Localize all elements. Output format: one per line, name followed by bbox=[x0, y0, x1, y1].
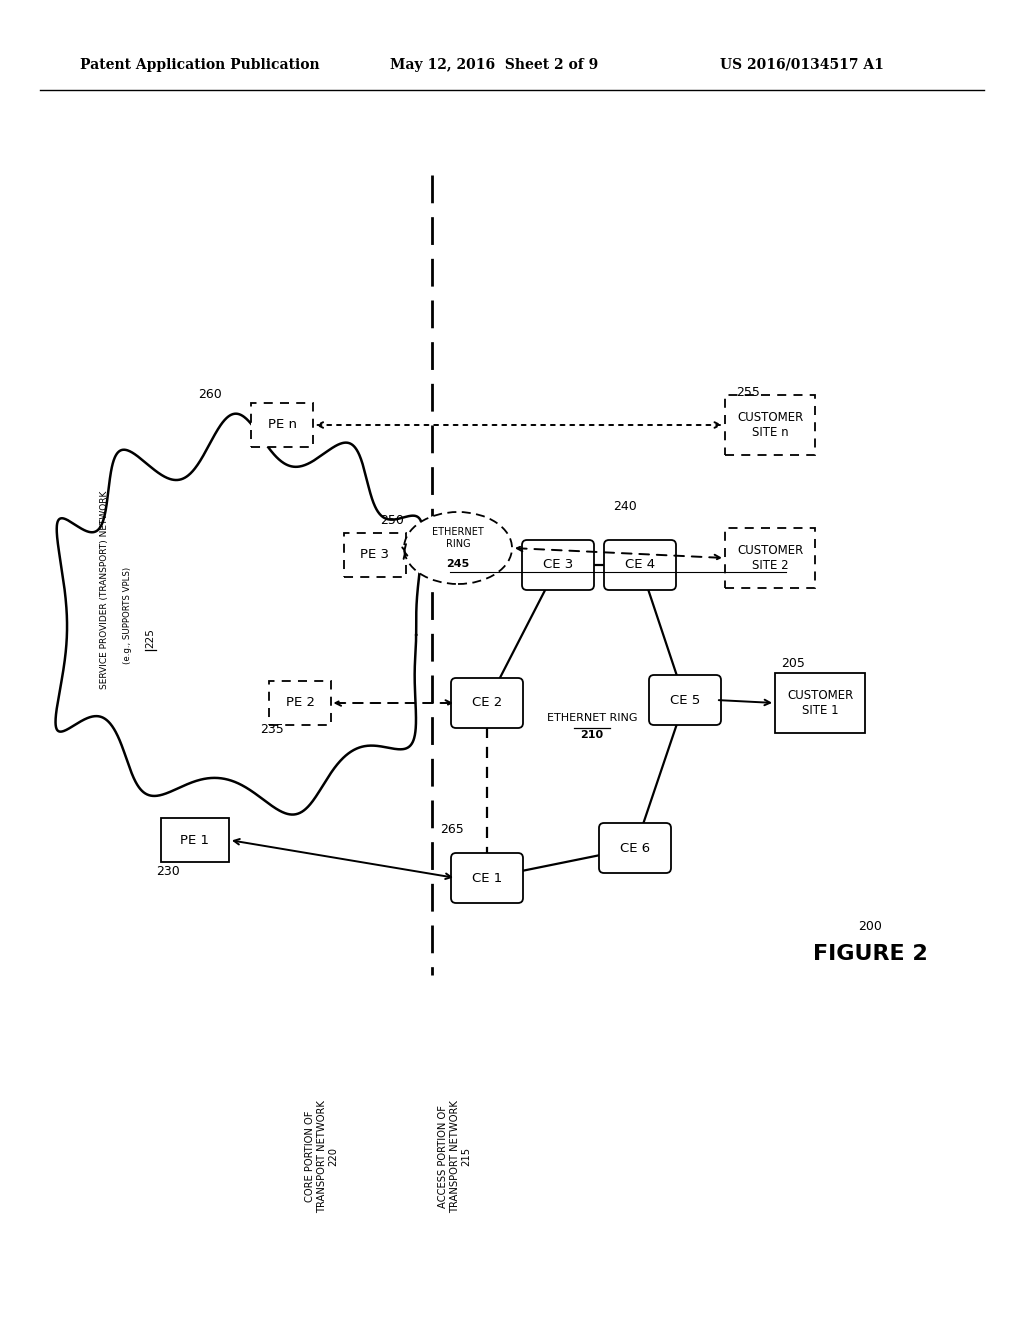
FancyBboxPatch shape bbox=[522, 540, 594, 590]
Bar bbox=[725, 528, 815, 587]
Bar bbox=[252, 403, 312, 447]
Text: ETHERNET
RING: ETHERNET RING bbox=[432, 527, 484, 549]
Text: ETHERNET RING: ETHERNET RING bbox=[547, 713, 637, 723]
Text: 210: 210 bbox=[581, 730, 603, 741]
Text: PE 2: PE 2 bbox=[286, 697, 314, 710]
Text: CE 3: CE 3 bbox=[543, 558, 573, 572]
Text: (e.g., SUPPORTS VPLS): (e.g., SUPPORTS VPLS) bbox=[123, 566, 131, 664]
Text: 235: 235 bbox=[260, 723, 284, 737]
Text: 225: 225 bbox=[145, 628, 155, 648]
FancyBboxPatch shape bbox=[451, 678, 523, 729]
Text: 200: 200 bbox=[858, 920, 882, 933]
Text: 245: 245 bbox=[446, 558, 470, 569]
Text: 260: 260 bbox=[198, 388, 222, 401]
Text: CUSTOMER
SITE 2: CUSTOMER SITE 2 bbox=[737, 544, 803, 572]
FancyBboxPatch shape bbox=[604, 540, 676, 590]
Bar bbox=[269, 681, 331, 725]
Polygon shape bbox=[55, 413, 423, 814]
Text: SERVICE PROVIDER (TRANSPORT) NETWORK: SERVICE PROVIDER (TRANSPORT) NETWORK bbox=[100, 491, 110, 689]
Ellipse shape bbox=[404, 512, 512, 583]
Text: 250: 250 bbox=[380, 513, 403, 527]
Text: 265: 265 bbox=[440, 822, 464, 836]
Text: CE 5: CE 5 bbox=[670, 693, 700, 706]
Text: 205: 205 bbox=[781, 657, 805, 671]
FancyBboxPatch shape bbox=[599, 822, 671, 873]
Text: US 2016/0134517 A1: US 2016/0134517 A1 bbox=[720, 58, 884, 73]
Text: CE 1: CE 1 bbox=[472, 871, 502, 884]
Bar bbox=[161, 818, 229, 862]
Text: FIGURE 2: FIGURE 2 bbox=[813, 944, 928, 964]
Text: PE 3: PE 3 bbox=[360, 549, 389, 561]
Text: PE 1: PE 1 bbox=[180, 833, 210, 846]
Text: Patent Application Publication: Patent Application Publication bbox=[80, 58, 319, 73]
Text: CUSTOMER
SITE n: CUSTOMER SITE n bbox=[737, 411, 803, 440]
Bar bbox=[344, 533, 406, 577]
Text: CE 4: CE 4 bbox=[625, 558, 655, 572]
Text: CE 2: CE 2 bbox=[472, 697, 502, 710]
Bar bbox=[725, 395, 815, 455]
Text: CE 6: CE 6 bbox=[620, 842, 650, 854]
Text: 255: 255 bbox=[736, 385, 760, 399]
Text: May 12, 2016  Sheet 2 of 9: May 12, 2016 Sheet 2 of 9 bbox=[390, 58, 598, 73]
FancyBboxPatch shape bbox=[451, 853, 523, 903]
Text: CORE PORTION OF
TRANSPORT NETWORK
220: CORE PORTION OF TRANSPORT NETWORK 220 bbox=[305, 1100, 339, 1213]
Text: 240: 240 bbox=[613, 500, 637, 513]
Text: CUSTOMER
SITE 1: CUSTOMER SITE 1 bbox=[786, 689, 853, 717]
Bar bbox=[775, 673, 865, 733]
Text: 230: 230 bbox=[156, 865, 180, 878]
Text: PE n: PE n bbox=[267, 418, 297, 432]
Text: ACCESS PORTION OF
TRANSPORT NETWORK
215: ACCESS PORTION OF TRANSPORT NETWORK 215 bbox=[438, 1100, 472, 1213]
FancyBboxPatch shape bbox=[649, 675, 721, 725]
